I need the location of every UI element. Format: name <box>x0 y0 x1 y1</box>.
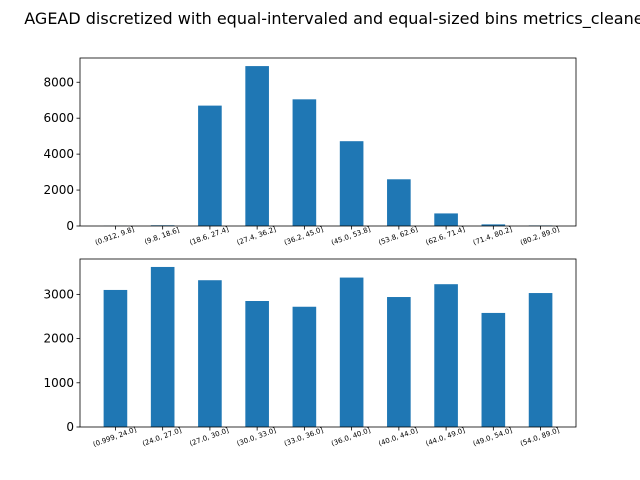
y-tick-label: 1000 <box>43 376 74 390</box>
x-tick-label: (33.0, 36.0] <box>283 426 325 448</box>
x-tick-label: (9.8, 18.6] <box>143 226 180 246</box>
y-tick-label: 8000 <box>43 75 74 89</box>
x-tick-label: (49.0, 54.0] <box>472 426 514 448</box>
bar <box>292 306 317 427</box>
bar <box>198 105 222 226</box>
bar <box>387 179 411 226</box>
chart-bottom: (0.999, 24.0] (24.0, 27.0] (27.0, 30.0] (30… <box>43 258 577 449</box>
y-tick-label: 0 <box>66 420 74 434</box>
bar <box>339 277 364 427</box>
plot-frame <box>79 258 577 428</box>
x-tick-label: (24.0, 27.0] <box>141 426 183 448</box>
x-tick-label: (27.4, 36.2] <box>236 225 278 247</box>
bar <box>434 213 458 226</box>
x-tick-label: (53.8, 62.6] <box>377 225 419 247</box>
y-tick-label: 2000 <box>43 332 74 346</box>
bar <box>339 141 364 226</box>
x-tick-label: (27.0, 30.0] <box>189 426 231 448</box>
x-tick-label: (45.0, 53.8] <box>330 225 372 247</box>
y-tick-label: 4000 <box>43 147 74 161</box>
bar <box>434 284 458 427</box>
x-tick-label: (71.4, 80.2] <box>472 225 514 247</box>
x-tick-label: (36.0, 40.0] <box>330 426 372 448</box>
x-tick-label: (18.6, 27.4] <box>189 225 231 247</box>
bar <box>245 301 269 427</box>
x-tick-label: (0.912, 9.8] <box>94 225 136 247</box>
bar <box>245 66 269 226</box>
y-tick-label: 0 <box>66 219 74 233</box>
bar <box>481 312 506 427</box>
chart-title: AGEAD discretized with equal-intervaled … <box>24 9 640 29</box>
bar <box>150 266 175 427</box>
bar <box>481 224 506 226</box>
x-tick-label: (30.0, 33.0] <box>236 426 278 448</box>
y-tick-label: 2000 <box>43 183 74 197</box>
x-tick-label: (62.6, 71.4] <box>425 225 467 247</box>
x-tick-label: (0.999, 24.0] <box>92 425 138 448</box>
y-tick-label: 3000 <box>43 287 74 301</box>
bar <box>103 289 128 427</box>
x-tick-label: (44.0, 49.0] <box>425 426 467 448</box>
x-tick-label: (40.0, 44.0] <box>377 426 419 448</box>
x-tick-label: (36.2, 45.0] <box>283 225 325 247</box>
bar <box>198 280 222 427</box>
chart-top: (0.912, 9.8] (9.8, 18.6] (18.6, 27.4] (27.4… <box>43 57 577 247</box>
plot-frame <box>79 57 577 227</box>
bar <box>528 293 553 427</box>
y-tick-label: 6000 <box>43 111 74 125</box>
bar <box>292 99 317 226</box>
bar <box>387 297 411 427</box>
x-tick-label: (80.2, 89.0] <box>519 225 561 247</box>
x-tick-label: (54.0, 89.0] <box>519 426 561 448</box>
